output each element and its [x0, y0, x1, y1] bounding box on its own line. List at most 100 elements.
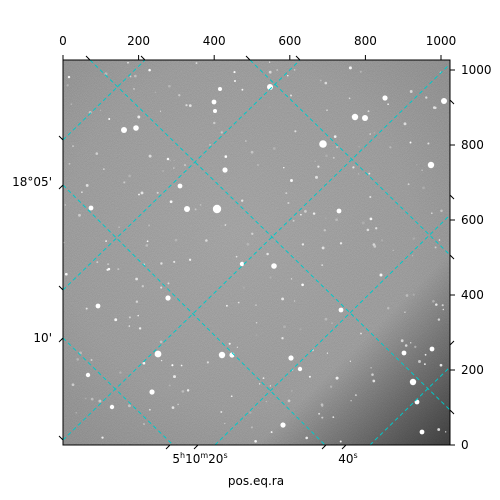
- star: [132, 87, 136, 90]
- star: [67, 75, 71, 79]
- star: [321, 264, 324, 267]
- star: [324, 317, 328, 321]
- star: [123, 181, 126, 184]
- star: [325, 154, 328, 157]
- star: [293, 69, 296, 71]
- star: [333, 135, 337, 138]
- star: [326, 109, 328, 111]
- star: [127, 404, 131, 408]
- star: [242, 286, 245, 289]
- star: [206, 361, 210, 364]
- star: [156, 191, 159, 194]
- star: [441, 98, 447, 104]
- star: [173, 375, 176, 379]
- star: [78, 213, 81, 217]
- star: [128, 316, 131, 319]
- star: [441, 304, 444, 307]
- star: [373, 245, 377, 248]
- star: [414, 345, 417, 349]
- star: [76, 358, 79, 361]
- star: [160, 262, 163, 265]
- star: [409, 342, 412, 344]
- grid-line: [63, 60, 146, 141]
- x-axis-label: pos.eq.ra: [227, 474, 285, 488]
- star: [305, 436, 309, 440]
- star: [218, 87, 222, 91]
- grid-line: [249, 60, 450, 256]
- star: [373, 132, 376, 134]
- star: [222, 167, 228, 173]
- grid-line: [214, 214, 450, 445]
- star: [159, 110, 162, 112]
- star: [287, 74, 289, 77]
- star: [425, 96, 428, 99]
- star: [137, 115, 141, 119]
- star: [64, 272, 68, 276]
- star: [267, 84, 273, 90]
- star: [169, 159, 172, 162]
- star: [188, 104, 192, 107]
- star: [154, 91, 157, 94]
- star: [287, 399, 291, 403]
- star: [281, 337, 284, 340]
- star: [290, 94, 292, 97]
- star: [271, 263, 277, 269]
- star: [367, 110, 370, 113]
- star: [348, 66, 352, 70]
- star: [168, 384, 171, 387]
- star: [212, 204, 222, 214]
- star: [173, 167, 175, 169]
- star: [291, 390, 293, 392]
- coordinate-grid: [63, 60, 450, 445]
- star: [434, 246, 437, 249]
- star: [114, 318, 118, 322]
- star: [280, 422, 286, 428]
- star: [108, 118, 111, 120]
- ra-tick-label: 5h10m20s: [172, 451, 228, 467]
- star: [387, 103, 389, 106]
- star: [177, 183, 183, 189]
- star: [178, 94, 181, 97]
- star: [432, 299, 435, 303]
- star: [439, 363, 443, 367]
- star: [85, 372, 91, 378]
- star: [430, 212, 433, 215]
- star: [350, 400, 352, 402]
- star: [357, 173, 360, 175]
- star: [287, 201, 290, 205]
- star: [445, 431, 447, 433]
- star: [145, 244, 149, 247]
- star: [429, 346, 435, 352]
- top-tick-label: 200: [127, 34, 151, 48]
- star: [301, 243, 305, 246]
- star: [301, 283, 304, 287]
- star: [283, 325, 286, 329]
- star: [319, 140, 327, 148]
- star: [407, 183, 410, 186]
- star: [440, 209, 443, 213]
- star: [70, 103, 73, 105]
- star: [380, 239, 384, 242]
- star: [246, 242, 250, 246]
- plot-frame: [62, 59, 451, 446]
- star: [308, 375, 311, 378]
- star: [258, 383, 261, 385]
- star: [290, 278, 293, 280]
- star: [368, 172, 371, 175]
- star: [257, 164, 259, 166]
- star: [332, 156, 335, 159]
- star: [220, 131, 223, 134]
- star: [205, 239, 208, 242]
- star: [335, 218, 338, 222]
- star: [241, 199, 244, 202]
- star: [255, 304, 257, 306]
- star: [329, 385, 333, 388]
- star: [109, 404, 115, 410]
- star: [105, 240, 108, 243]
- star: [255, 334, 258, 336]
- star: [269, 385, 272, 387]
- star: [438, 239, 441, 241]
- star: [85, 183, 89, 187]
- star: [169, 200, 173, 204]
- star: [143, 423, 145, 425]
